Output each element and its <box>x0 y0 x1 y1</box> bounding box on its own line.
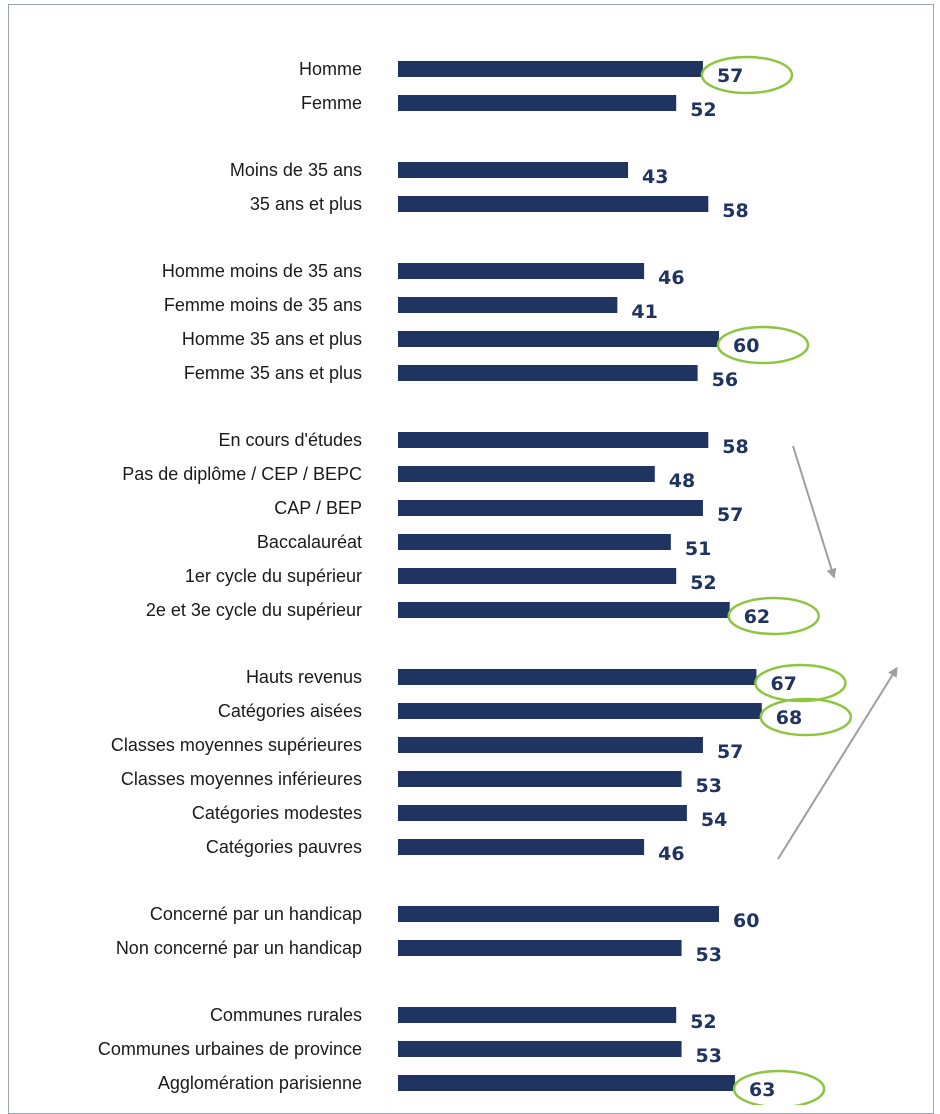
bar <box>398 1007 677 1023</box>
highlight-ellipse <box>759 697 853 737</box>
bar <box>398 1075 736 1091</box>
value-label: 53 <box>696 1045 722 1067</box>
category-label: Catégories modestes <box>192 803 362 823</box>
highlight-ellipse <box>716 325 810 365</box>
category-label: Communes urbaines de province <box>98 1039 362 1059</box>
value-label: 56 <box>712 369 738 391</box>
bar <box>398 737 703 753</box>
bar <box>398 771 682 787</box>
value-label: 43 <box>642 166 668 188</box>
value-label: 60 <box>733 910 759 932</box>
value-label: 53 <box>696 775 722 797</box>
value-label: 53 <box>696 944 722 966</box>
category-label: Classes moyennes supérieures <box>111 735 362 755</box>
category-label: Femme moins de 35 ans <box>164 295 362 315</box>
value-label: 57 <box>717 65 743 87</box>
bar <box>398 162 629 178</box>
category-label: Femme 35 ans et plus <box>184 363 362 383</box>
value-label: 52 <box>690 1011 716 1033</box>
bar <box>398 196 709 212</box>
bar <box>398 669 757 685</box>
category-label: Communes rurales <box>210 1005 362 1025</box>
category-label: Homme moins de 35 ans <box>162 261 362 281</box>
category-label: 1er cycle du supérieur <box>185 566 362 586</box>
bar <box>398 805 687 821</box>
value-label: 48 <box>669 470 695 492</box>
trend-arrow-up <box>777 666 898 860</box>
bar <box>398 263 645 279</box>
bar <box>398 1041 682 1057</box>
bar <box>398 466 655 482</box>
category-label: Non concerné par un handicap <box>116 938 362 958</box>
highlight-ellipse <box>754 663 847 703</box>
value-label: 46 <box>658 267 684 289</box>
bar <box>398 432 709 448</box>
bar <box>398 297 618 313</box>
value-label: 57 <box>717 741 743 763</box>
value-label: 62 <box>744 606 770 628</box>
bar <box>398 602 730 618</box>
value-label: 41 <box>631 301 657 323</box>
category-label: Femme <box>301 93 362 113</box>
category-label: Classes moyennes inférieures <box>121 769 362 789</box>
category-label: Homme <box>299 59 362 79</box>
value-label: 57 <box>717 504 743 526</box>
category-label: 2e et 3e cycle du supérieur <box>146 600 362 620</box>
category-label: Catégories pauvres <box>206 837 362 857</box>
value-label: 52 <box>690 572 716 594</box>
category-label: Hauts revenus <box>246 667 362 687</box>
bar <box>398 940 682 956</box>
category-label: Baccalauréat <box>257 532 362 552</box>
highlight-ellipse <box>700 55 794 95</box>
bar <box>398 568 677 584</box>
bar <box>398 534 671 550</box>
value-label: 54 <box>701 809 727 831</box>
category-label: En cours d'études <box>218 430 362 450</box>
trend-arrow-down <box>792 445 837 579</box>
value-label: 52 <box>690 99 716 121</box>
bar <box>398 95 677 111</box>
bar <box>398 331 719 347</box>
category-label: Pas de diplôme / CEP / BEPC <box>122 464 362 484</box>
value-label: 68 <box>776 707 802 729</box>
value-label: 67 <box>770 673 796 695</box>
highlight-ellipse <box>732 1069 826 1105</box>
value-label: 58 <box>722 436 748 458</box>
bar <box>398 906 719 922</box>
bar <box>398 839 645 855</box>
highlight-ellipse <box>727 596 820 636</box>
value-label: 63 <box>749 1079 775 1101</box>
category-label: Moins de 35 ans <box>230 160 362 180</box>
category-label: 35 ans et plus <box>250 194 362 214</box>
value-label: 60 <box>733 335 759 357</box>
value-label: 58 <box>722 200 748 222</box>
category-label: Agglomération parisienne <box>158 1073 362 1093</box>
category-label: Concerné par un handicap <box>150 904 362 924</box>
bar <box>398 365 698 381</box>
value-label: 46 <box>658 843 684 865</box>
category-label: Homme 35 ans et plus <box>182 329 362 349</box>
bar <box>398 61 703 77</box>
bar <box>398 703 762 719</box>
bar <box>398 500 703 516</box>
category-label: CAP / BEP <box>274 498 362 518</box>
value-label: 51 <box>685 538 711 560</box>
category-label: Catégories aisées <box>218 701 362 721</box>
